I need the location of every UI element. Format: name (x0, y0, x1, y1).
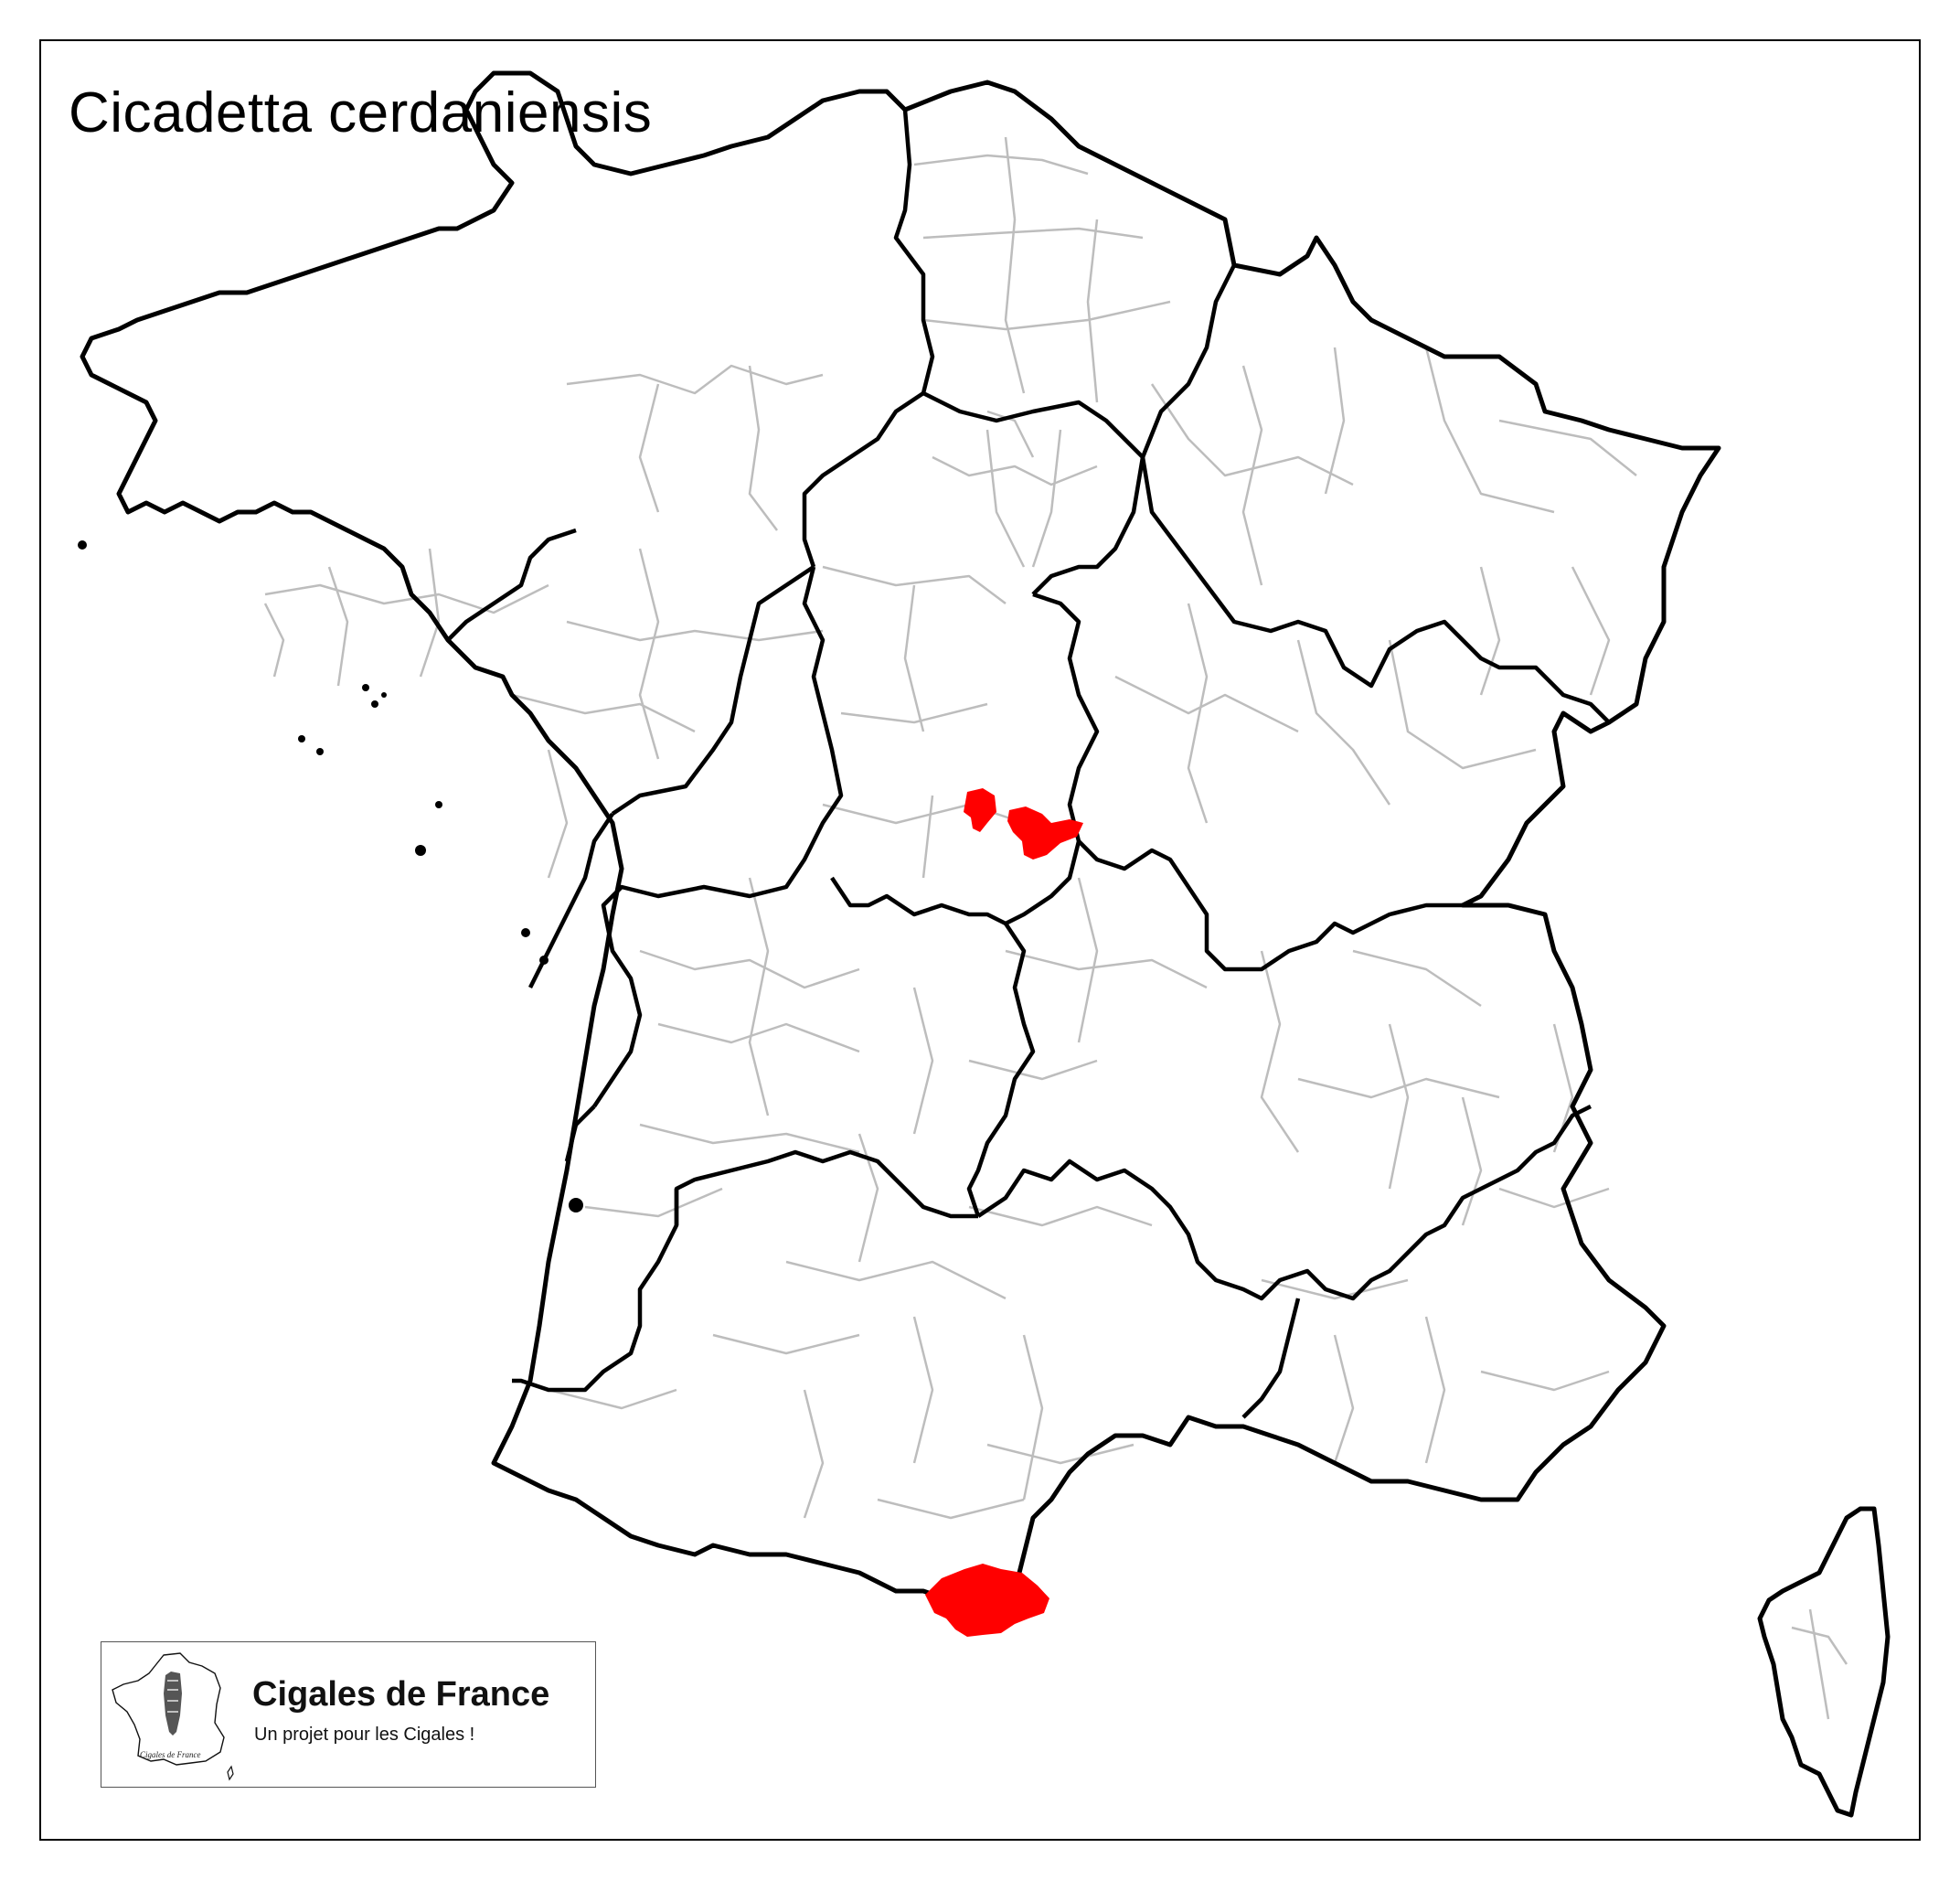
logo-box: Cigales de France Cigales de France Un p… (101, 1641, 596, 1788)
map-frame (39, 39, 1921, 1841)
mini-france-logo-icon (112, 1652, 234, 1781)
coast-islands (78, 540, 583, 1212)
logo-caption: Cigales de France (140, 1750, 201, 1759)
region-interior-borders (446, 109, 1611, 1419)
region-borders (80, 70, 1721, 1612)
corsica (1757, 1506, 1891, 1818)
map-title: Cicadetta cerdaniensis (69, 81, 653, 144)
presence-areas (925, 788, 1083, 1637)
presence-area-2 (1007, 806, 1083, 860)
presence-area-1 (964, 788, 996, 832)
logo-subtitle: Un projet pour les Cigales ! (254, 1725, 475, 1745)
logo-title: Cigales de France (252, 1675, 550, 1714)
presence-area-3 (925, 1564, 1049, 1637)
department-borders (263, 136, 1830, 1720)
